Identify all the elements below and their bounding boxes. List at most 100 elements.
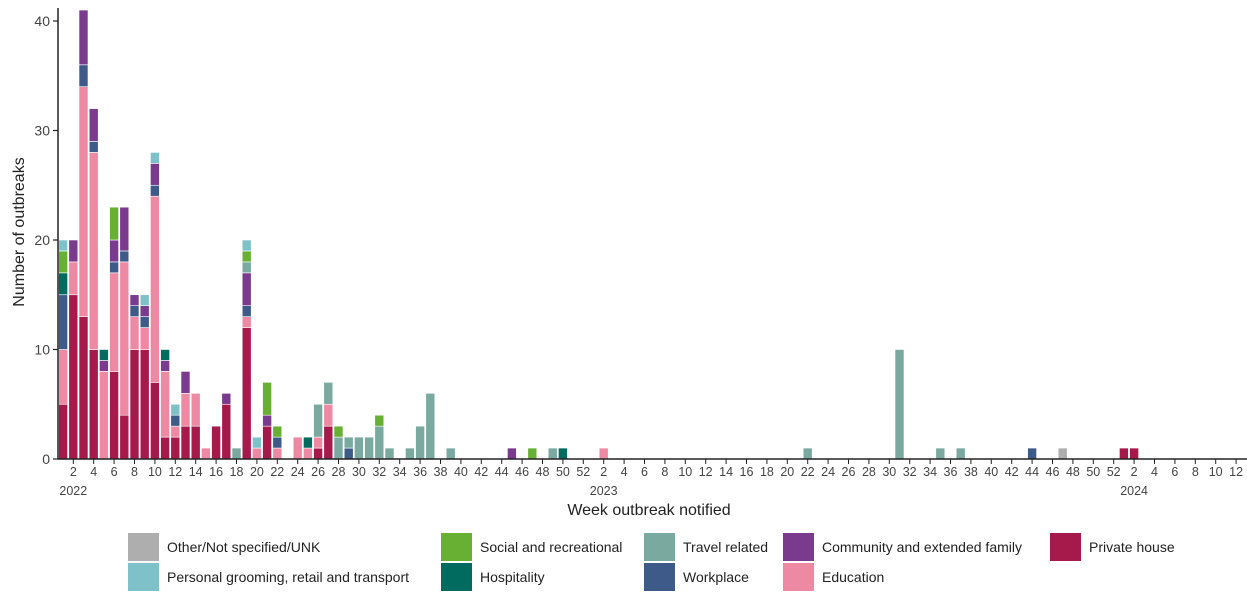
bar-segment (109, 371, 119, 460)
bar-segment (241, 261, 252, 274)
legend-item: Workplace (644, 563, 749, 591)
bar-segment (160, 360, 170, 372)
bar-segment (68, 239, 79, 263)
series-social-and-recreational (58, 206, 538, 460)
legend: Other/Not specified/UNK Social and recrea… (128, 533, 1175, 591)
bar-segment (150, 184, 160, 197)
bar-segment (180, 371, 191, 394)
bar-segment (527, 447, 538, 460)
x-tick-label: 8 (131, 465, 138, 479)
bar-segment (262, 425, 272, 460)
bar-segment (170, 436, 181, 460)
bar-segment (384, 447, 395, 460)
legend-label: Social and recreational (480, 539, 622, 555)
x-tick-label: 16 (740, 465, 754, 479)
bar-segment (88, 141, 99, 153)
bar-segment (88, 152, 99, 350)
legend-label: Workplace (683, 569, 749, 585)
bar-segment (323, 425, 334, 460)
bar-segment (1057, 447, 1068, 460)
bar-segment (58, 272, 68, 296)
bar-segment (119, 250, 130, 263)
legend-item: Social and recreational (441, 533, 622, 561)
bar-segment (303, 436, 313, 449)
bar-segment (139, 294, 150, 306)
bar-segment (221, 392, 232, 405)
series-workplace (58, 64, 1037, 460)
bar-segment (99, 349, 109, 361)
bar-segment (139, 349, 150, 460)
x-tick-label: 10 (1209, 465, 1223, 479)
bar-segment (139, 316, 150, 328)
bar-segment (211, 425, 221, 460)
bar-segment (343, 447, 354, 460)
series-travel-related (231, 261, 966, 460)
bar-segment (180, 392, 191, 427)
bar-segment (323, 382, 334, 405)
legend-label: Private house (1089, 539, 1175, 555)
bar-segment (333, 436, 344, 460)
x-tick-label: 34 (393, 465, 407, 479)
x-tick-label: 46 (1046, 465, 1060, 479)
bar-segment (374, 425, 385, 460)
x-tick-label: 38 (964, 465, 978, 479)
bar-segment (150, 163, 160, 186)
y-tick-label: 40 (34, 13, 50, 29)
x-tick-label: 4 (90, 465, 97, 479)
x-tick-label: 46 (515, 465, 529, 479)
x-tick-label: 28 (862, 465, 876, 479)
bar-segment (150, 382, 160, 460)
y-tick-label: 0 (42, 451, 50, 467)
bar-segment (58, 250, 68, 274)
x-tick-label: 6 (1171, 465, 1178, 479)
bar-segment (150, 152, 160, 164)
x-tick-label: 4 (1151, 465, 1158, 479)
x-tick-label: 52 (1107, 465, 1121, 479)
bar-segment (109, 261, 119, 274)
x-tick-label: 26 (842, 465, 856, 479)
bar-segment (894, 349, 905, 460)
bar-segment (272, 425, 283, 438)
x-tick-label: 2 (600, 465, 607, 479)
x-tick-label: 20 (250, 465, 264, 479)
bar-segment (558, 447, 568, 460)
bar-segment (170, 414, 181, 427)
bar-segment (272, 447, 283, 460)
x-tick-label: 12 (699, 465, 713, 479)
bar-segment (313, 436, 323, 449)
x-tick-label: 42 (1005, 465, 1019, 479)
series-other-not-specified-unk (1057, 447, 1068, 460)
bar-segment (425, 392, 436, 460)
bar-segment (354, 436, 364, 460)
bar-segment (405, 447, 415, 460)
bar-segment (58, 349, 68, 405)
series-personal-grooming-retail-and-transport (58, 152, 262, 449)
legend-item: Education (783, 563, 884, 591)
x-tick-label: 6 (641, 465, 648, 479)
bar-segment (935, 447, 946, 460)
bar-segment (241, 250, 252, 263)
y-tick-label: 20 (34, 232, 50, 248)
legend-item: Hospitality (441, 563, 545, 591)
bar-segment (364, 436, 374, 460)
bar-segment (547, 447, 558, 460)
bar-segment (119, 261, 130, 416)
x-tick-label: 8 (661, 465, 668, 479)
bar-segment (129, 316, 140, 350)
bar-segment (190, 392, 201, 427)
bar-segment (272, 436, 283, 449)
legend-swatch (128, 563, 159, 591)
bar-segment (170, 403, 181, 416)
x-tick-label: 20 (780, 465, 794, 479)
x-tick-label: 36 (413, 465, 427, 479)
legend-item: Personal grooming, retail and transport (128, 563, 409, 591)
bar-segment (190, 425, 201, 460)
bar-segment (88, 108, 99, 142)
bar-segment (170, 425, 181, 438)
y-axis-title: Number of outbreaks (11, 157, 28, 306)
legend-label: Community and extended family (822, 539, 1022, 555)
bar-segment (109, 206, 119, 241)
legend-swatch (441, 533, 472, 561)
bar-segment (252, 447, 262, 460)
